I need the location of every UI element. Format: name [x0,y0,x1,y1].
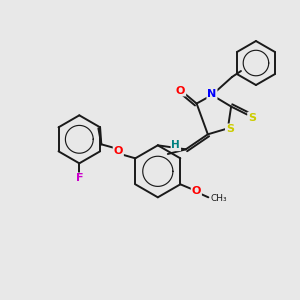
Text: S: S [248,112,256,122]
Text: S: S [226,124,234,134]
Text: O: O [192,186,201,196]
Text: H: H [171,140,180,150]
Text: CH₃: CH₃ [210,194,227,203]
Text: F: F [76,173,83,183]
Text: N: N [207,89,217,99]
Text: O: O [114,146,123,156]
Text: O: O [176,85,185,95]
